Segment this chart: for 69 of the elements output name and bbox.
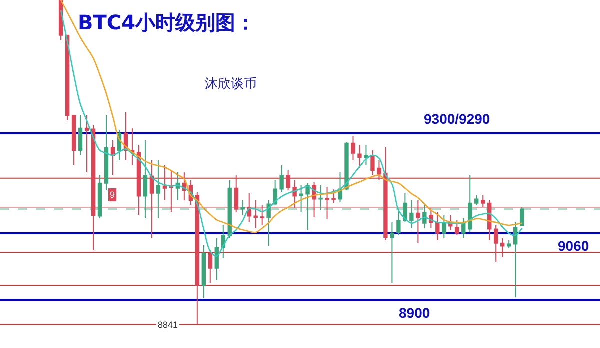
candlestick (156, 160, 161, 219)
candlestick (150, 160, 154, 239)
candlestick (318, 184, 323, 211)
candlestick (299, 184, 304, 214)
candlestick (468, 174, 472, 234)
annotation: 9 (110, 190, 116, 200)
candlestick (442, 214, 446, 239)
candlestick (280, 164, 284, 194)
candlestick (234, 174, 238, 214)
candlestick (410, 200, 414, 229)
candlestick (143, 140, 148, 219)
candlestick (455, 220, 460, 236)
candlestick (195, 192, 200, 326)
candlestick (176, 172, 180, 201)
candlestick (462, 218, 466, 239)
candlestick (91, 124, 96, 251)
candlestick (520, 207, 524, 226)
candlestick (78, 114, 83, 156)
candlestick (436, 212, 440, 241)
candlestick (254, 200, 258, 229)
candlestick (136, 144, 142, 216)
candlestick (384, 147, 388, 241)
candlestick (344, 142, 349, 191)
candlestick (364, 144, 368, 166)
candlestick (260, 204, 264, 226)
candlestick (481, 194, 486, 208)
candlestick (130, 128, 135, 166)
text: 沐欣谈币 (205, 77, 257, 92)
ref-line-label: 8841 (158, 320, 178, 330)
ref-line-label: 9300/9290 (424, 111, 490, 127)
candlestick (358, 144, 362, 169)
candlestick (332, 189, 336, 204)
candlestick (84, 114, 90, 174)
text: BTC4小时级别图： (78, 10, 256, 35)
candlestick (273, 180, 278, 206)
candlestick (202, 244, 206, 299)
candlestick (240, 200, 245, 216)
candlestick (65, 34, 70, 121)
candlestick (247, 192, 252, 224)
candlestick (292, 180, 297, 209)
candlestick (390, 222, 394, 284)
candlestick (286, 170, 290, 191)
candlestick (266, 200, 271, 247)
candlestick (488, 200, 492, 241)
candlestick (494, 224, 498, 264)
candlestick (208, 250, 212, 284)
candlestick (474, 194, 479, 206)
ref-line-label: 8900 (399, 305, 430, 321)
ref-line-label: 9060 (558, 238, 590, 254)
candlestick (325, 187, 330, 220)
candlestick (162, 164, 168, 201)
candlestick (500, 238, 505, 258)
candlestick (214, 238, 219, 281)
candlestick (513, 222, 518, 298)
candlestick (351, 136, 356, 161)
candlestick (403, 192, 408, 224)
candlestick (98, 174, 102, 219)
candlestick (306, 182, 310, 231)
candlestick (72, 114, 76, 166)
candlestick (377, 160, 382, 181)
candlestick (370, 150, 375, 176)
candlestick (104, 114, 109, 191)
candlestick (422, 202, 427, 229)
candlestick (396, 210, 401, 236)
candlestick (110, 140, 116, 176)
candlestick (507, 240, 512, 249)
candlestick (416, 200, 420, 244)
candlestick (182, 172, 187, 201)
candlestick (228, 180, 232, 239)
